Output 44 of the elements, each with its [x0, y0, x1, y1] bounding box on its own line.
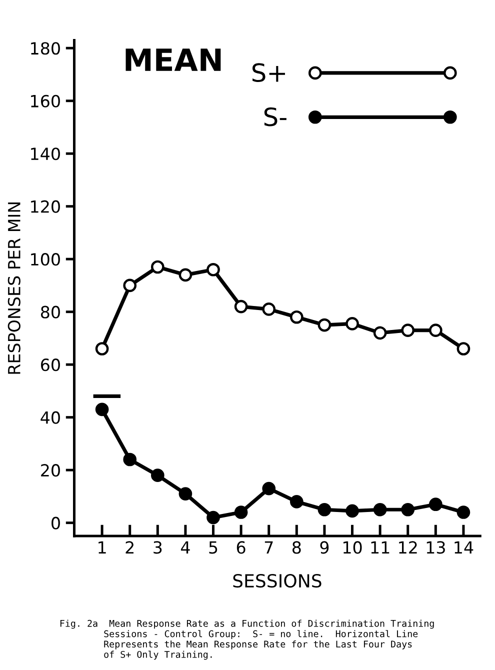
x-tick-label: 8 [292, 541, 301, 554]
point [318, 502, 332, 516]
point [346, 504, 359, 518]
y-tick-label: 20 [41, 464, 60, 477]
legend-label: S+ [252, 63, 285, 82]
point [290, 495, 304, 508]
x-tick-label: 13 [426, 541, 445, 554]
y-tick-label: 60 [41, 358, 60, 372]
point [262, 482, 276, 496]
x-tick-label: 7 [264, 541, 273, 554]
y-tick-label: 80 [40, 306, 60, 318]
y-tick-label: 180 [31, 42, 60, 55]
y-tick-label: 0 [52, 516, 60, 530]
x-tick-label: 11 [371, 541, 390, 554]
point [234, 506, 248, 519]
point [401, 502, 415, 516]
y-tick-label: 100 [31, 253, 60, 266]
y-tick-label: 160 [31, 94, 60, 108]
chart-title: MEAN [126, 48, 221, 71]
point [150, 468, 164, 482]
caption: Fig. 2a Mean Response Rate as a Function of Discrimination Training Sessions - Control Group: S- = no line. Horizontal Line Represents the Mean Response Rate for the Last Four Days of S+ Only Training. [60, 620, 434, 660]
x-tick-label: 6 [236, 541, 246, 554]
x-tick-label: 9 [320, 541, 329, 554]
x-tick-label: 5 [209, 541, 218, 554]
x-tick-label: 3 [154, 541, 162, 554]
point [206, 510, 220, 524]
point [95, 402, 109, 416]
y-axis-title: RESPONSES PER MIN [8, 202, 20, 374]
y-tick-label: 40 [40, 411, 60, 424]
x-tick-label: 14 [454, 541, 474, 554]
point [456, 506, 470, 519]
x-tick-label: 12 [399, 541, 417, 554]
x-tick-label: 10 [343, 541, 362, 554]
y-tick-label: 120 [31, 200, 60, 213]
x-tick-label: 1 [98, 541, 106, 554]
y-tick-label: 140 [31, 148, 60, 160]
point [429, 498, 442, 512]
point [123, 452, 137, 466]
x-tick-label: 2 [126, 541, 134, 554]
x-axis-title: SESSIONS [233, 574, 322, 588]
point [178, 487, 192, 500]
point [373, 502, 387, 516]
legend-label: S- [264, 107, 286, 126]
x-tick-label: 4 [180, 541, 190, 554]
